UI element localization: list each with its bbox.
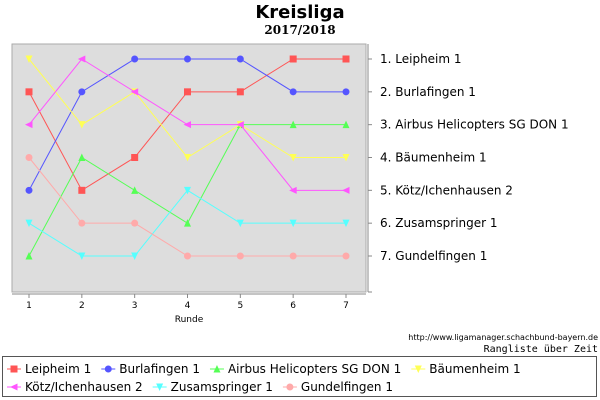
x-axis-label: Runde: [175, 315, 204, 325]
data-point: [25, 55, 33, 63]
data-point: [184, 219, 191, 227]
plot-area: [11, 43, 367, 293]
legend-marker: [156, 383, 164, 391]
legend-label: Burlafingen 1: [119, 362, 200, 376]
legend-item: Airbus Helicopters SG DON 1: [209, 362, 401, 376]
data-point: [342, 55, 350, 63]
legend-marker: [104, 365, 112, 373]
data-point: [236, 88, 244, 96]
data-point: [289, 120, 297, 129]
data-point: [342, 120, 350, 129]
x-tick-label: 7: [343, 301, 349, 311]
rank-label: 3. Airbus Helicopters SG DON 1: [380, 118, 569, 132]
data-point: [78, 153, 86, 161]
rank-label: 6. Zusamspringer 1: [380, 216, 498, 230]
data-point: [131, 186, 139, 194]
source-url: http://www.ligamanager.schachbund-bayern…: [408, 333, 598, 342]
x-tick-label: 5: [237, 301, 243, 311]
rank-label: 7. Gundelfingen 1: [380, 249, 487, 263]
data-point: [342, 219, 350, 228]
x-tick-label: 3: [132, 301, 138, 311]
data-point: [78, 219, 86, 227]
legend-item: Burlafingen 1: [101, 362, 200, 376]
legend-label: Zusamspringer 1: [171, 380, 273, 394]
data-point: [25, 121, 33, 129]
legend-marker: [213, 365, 221, 373]
series-6: [25, 186, 350, 260]
legend-label: Leipheim 1: [25, 362, 91, 376]
data-point: [289, 252, 297, 260]
data-point: [78, 252, 86, 260]
legend-item: Bäumenheim 1: [411, 362, 521, 376]
legend-label: Airbus Helicopters SG DON 1: [228, 362, 401, 376]
rank-label: 1. Leipheim 1: [380, 52, 462, 66]
legend-marker: [10, 365, 18, 373]
data-point: [184, 88, 191, 96]
data-point: [289, 88, 297, 96]
x-tick-label: 1: [26, 301, 32, 311]
x-tick-label: 4: [185, 301, 191, 311]
rank-label: 5. Kötz/Ichenhausen 2: [380, 183, 513, 197]
data-point: [289, 55, 297, 63]
data-point: [130, 88, 139, 96]
legend-marker: [414, 365, 422, 373]
legend-marker: [286, 383, 294, 391]
legend-item: Zusamspringer 1: [152, 380, 273, 394]
data-point: [78, 186, 86, 194]
legend: Leipheim 1 Burlafingen 1 Airbus Helicopter…: [2, 356, 597, 397]
data-point: [342, 88, 350, 96]
data-point: [289, 154, 297, 162]
data-point: [131, 252, 139, 260]
legend-label: Kötz/Ichenhausen 2: [25, 380, 143, 394]
series-7: [25, 154, 350, 260]
data-point: [236, 219, 244, 228]
data-point: [184, 154, 191, 162]
rank-chart: 1 2 3 4 5 6 7 Runde 1. Leipheim 1 2. Burlafingen …: [11, 43, 569, 325]
chart-title: Kreisliga: [255, 2, 345, 23]
data-point: [236, 252, 244, 260]
legend-label: Gundelfingen 1: [301, 380, 393, 394]
data-point: [78, 121, 86, 129]
legend-item: Gundelfingen 1: [282, 380, 393, 394]
rank-label: 2. Burlafingen 1: [380, 85, 476, 99]
data-point: [131, 219, 139, 227]
legend-item: Kötz/Ichenhausen 2: [7, 380, 143, 394]
data-point: [77, 55, 86, 63]
data-point: [342, 252, 350, 260]
data-point: [25, 154, 33, 161]
x-tick-label: 2: [79, 301, 85, 311]
chart-subtitle: 2017/2018: [264, 23, 336, 37]
data-point: [184, 186, 191, 195]
series-1: [25, 55, 350, 194]
data-point: [25, 88, 33, 96]
data-point: [184, 55, 191, 63]
data-point: [289, 219, 297, 228]
data-point: [183, 121, 191, 129]
data-point: [131, 55, 139, 63]
x-tick-label: 6: [290, 301, 296, 311]
data-point: [236, 121, 244, 129]
data-point: [25, 252, 33, 260]
data-point: [342, 186, 350, 194]
data-point: [25, 219, 33, 228]
data-point: [184, 252, 191, 260]
data-point: [78, 88, 86, 96]
rank-label: 4. Bäumenheim 1: [380, 151, 487, 165]
data-point: [342, 154, 350, 162]
data-point: [236, 55, 244, 63]
series-2: [25, 55, 350, 194]
data-point: [289, 186, 297, 194]
data-point: [131, 154, 139, 161]
legend-label: Bäumenheim 1: [429, 362, 520, 376]
legend-marker: [10, 383, 18, 391]
series-5: [25, 55, 350, 194]
legend-item: Leipheim 1: [7, 362, 91, 376]
data-point: [25, 186, 33, 194]
chart-caption: Rangliste über Zeit: [483, 344, 598, 355]
